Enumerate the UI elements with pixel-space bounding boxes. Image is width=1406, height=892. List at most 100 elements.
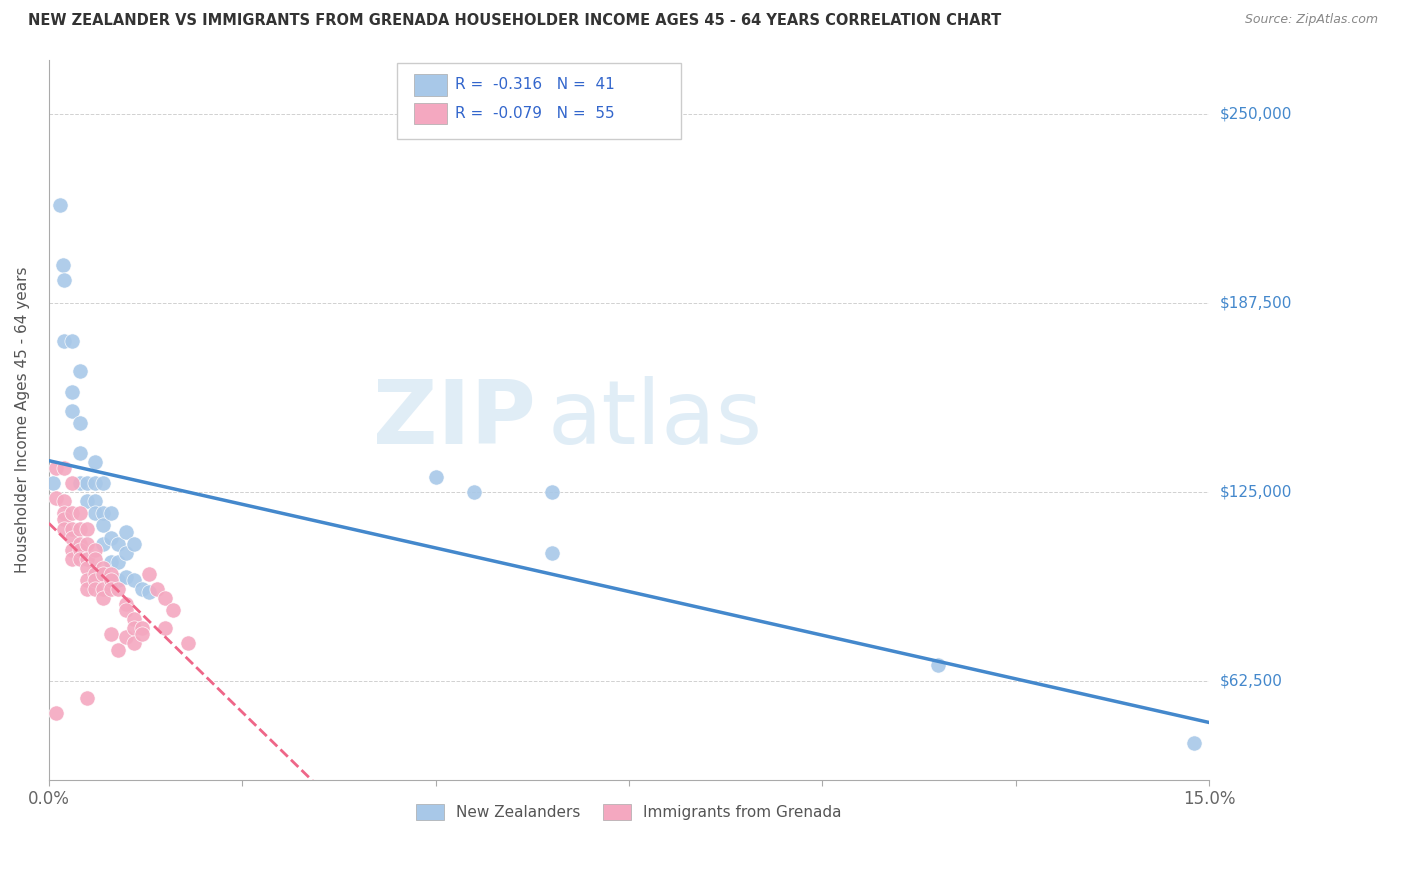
Point [76, 551, 98, 566]
Text: ZIP: ZIP [374, 376, 536, 463]
Point [138, 585, 160, 599]
Point [60, 522, 83, 536]
Point [76, 573, 98, 587]
Point [107, 582, 129, 596]
Point [45, 491, 67, 506]
Point [69, 522, 91, 536]
Point [425, 470, 447, 484]
Point [115, 546, 138, 560]
FancyBboxPatch shape [396, 63, 681, 139]
Point [84, 573, 107, 587]
Point [53, 494, 76, 508]
Point [153, 621, 176, 635]
Legend: New Zealanders, Immigrants from Grenada: New Zealanders, Immigrants from Grenada [411, 797, 848, 826]
Point [91, 536, 114, 550]
Point [131, 627, 153, 641]
Text: $62,500: $62,500 [1220, 673, 1284, 689]
Point [131, 621, 153, 635]
Point [131, 582, 153, 596]
Text: Source: ZipAtlas.com: Source: ZipAtlas.com [1244, 13, 1378, 27]
Point [84, 551, 107, 566]
Point [41, 476, 63, 491]
Point [540, 546, 562, 560]
Point [100, 507, 122, 521]
Point [60, 531, 83, 545]
Point [53, 461, 76, 475]
Point [60, 476, 83, 491]
Point [53, 334, 76, 348]
Point [76, 536, 98, 550]
Point [122, 612, 145, 626]
Point [146, 582, 169, 596]
Point [84, 566, 107, 581]
Point [76, 582, 98, 596]
Point [60, 385, 83, 400]
Point [76, 522, 98, 536]
Point [69, 551, 91, 566]
Point [107, 536, 129, 550]
Point [45, 706, 67, 720]
Point [52, 258, 75, 272]
Point [84, 476, 107, 491]
Point [49, 198, 72, 212]
Point [91, 561, 114, 575]
Point [115, 603, 138, 617]
Point [69, 446, 91, 460]
Point [69, 536, 91, 550]
Point [138, 566, 160, 581]
Point [100, 573, 122, 587]
Point [100, 582, 122, 596]
FancyBboxPatch shape [415, 74, 447, 95]
Point [122, 621, 145, 635]
Point [91, 518, 114, 533]
Point [76, 690, 98, 705]
Y-axis label: Householder Income Ages 45 - 64 years: Householder Income Ages 45 - 64 years [15, 267, 30, 573]
Text: $250,000: $250,000 [1220, 106, 1292, 121]
Point [100, 566, 122, 581]
Point [69, 364, 91, 378]
Point [107, 573, 129, 587]
Point [60, 551, 83, 566]
Point [84, 455, 107, 469]
Point [100, 555, 122, 569]
Point [91, 476, 114, 491]
Point [91, 591, 114, 606]
Point [45, 461, 67, 475]
Point [100, 531, 122, 545]
Point [177, 636, 200, 650]
Point [1182, 736, 1205, 750]
Point [60, 334, 83, 348]
Text: R =  -0.079   N =  55: R = -0.079 N = 55 [456, 106, 614, 121]
Point [107, 642, 129, 657]
Point [60, 403, 83, 417]
Point [76, 476, 98, 491]
Point [122, 573, 145, 587]
Point [84, 582, 107, 596]
Point [53, 512, 76, 526]
Point [84, 494, 107, 508]
Point [122, 636, 145, 650]
Point [91, 566, 114, 581]
Point [927, 657, 949, 672]
Point [115, 597, 138, 611]
Point [91, 582, 114, 596]
Point [76, 494, 98, 508]
Point [53, 507, 76, 521]
Point [84, 507, 107, 521]
Point [115, 570, 138, 584]
Point [153, 591, 176, 606]
Text: R =  -0.316   N =  41: R = -0.316 N = 41 [456, 78, 614, 92]
Point [69, 476, 91, 491]
Point [53, 522, 76, 536]
Point [69, 507, 91, 521]
Point [122, 536, 145, 550]
Point [540, 485, 562, 500]
Point [115, 631, 138, 645]
Point [84, 542, 107, 557]
Point [463, 485, 485, 500]
Point [91, 507, 114, 521]
Point [69, 542, 91, 557]
Point [100, 627, 122, 641]
Text: $187,500: $187,500 [1220, 295, 1292, 310]
Point [53, 273, 76, 287]
